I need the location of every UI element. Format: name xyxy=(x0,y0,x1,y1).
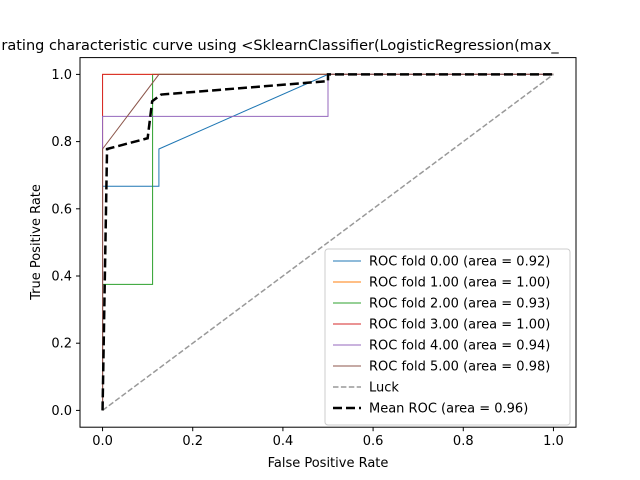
legend-box xyxy=(324,248,571,426)
y-axis-label: True Positive Rate xyxy=(29,184,44,301)
y-tick-label-0: 0.0 xyxy=(51,404,72,419)
plot-frame xyxy=(79,57,577,428)
series-line-7 xyxy=(101,73,554,411)
y-tick-label-3: 0.6 xyxy=(51,202,72,217)
series-line-6 xyxy=(102,73,554,412)
chart-title: rating characteristic curve using <Sklea… xyxy=(1,38,559,54)
y-tick-label-1: 0.2 xyxy=(51,337,72,352)
legend-label-4: ROC fold 4.00 (area = 0.94) xyxy=(369,339,550,354)
legend-label-1: ROC fold 1.00 (area = 1.00) xyxy=(369,276,550,291)
legend-label-6: Luck xyxy=(369,381,399,396)
x-tick-label-5: 1.0 xyxy=(543,434,564,449)
plot-lines xyxy=(101,73,554,412)
legend: ROC fold 0.00 (area = 0.92) ROC fold 1.00… xyxy=(324,248,571,426)
y-tick-label-5: 1.0 xyxy=(51,68,72,83)
legend-label-5: ROC fold 5.00 (area = 0.98) xyxy=(369,360,550,375)
x-tick-label-2: 0.4 xyxy=(273,434,294,449)
legend-label-3: ROC fold 3.00 (area = 1.00) xyxy=(369,318,550,333)
legend-label-2: ROC fold 2.00 (area = 0.93) xyxy=(369,297,550,312)
x-axis-ticks: 0.0 0.2 0.4 0.6 0.8 1.0 xyxy=(92,427,564,449)
x-tick-label-1: 0.2 xyxy=(182,434,203,449)
y-tick-label-2: 0.4 xyxy=(51,270,72,285)
legend-label-0: ROC fold 0.00 (area = 0.92) xyxy=(369,255,550,270)
x-tick-label-0: 0.0 xyxy=(92,434,113,449)
x-tick-label-3: 0.6 xyxy=(363,434,384,449)
y-tick-label-4: 0.8 xyxy=(51,135,72,150)
x-tick-label-4: 0.8 xyxy=(453,434,474,449)
legend-label-7: Mean ROC (area = 0.96) xyxy=(369,402,528,417)
x-axis-label: False Positive Rate xyxy=(268,456,389,471)
y-axis-ticks: 0.0 0.2 0.4 0.6 0.8 1.0 xyxy=(51,68,80,419)
